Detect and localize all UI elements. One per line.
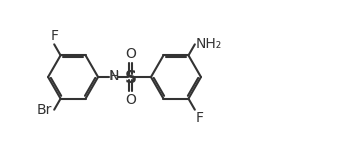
Text: F: F xyxy=(195,111,203,125)
Text: O: O xyxy=(125,47,136,61)
Text: N: N xyxy=(109,69,119,83)
Text: F: F xyxy=(50,29,58,43)
Text: NH₂: NH₂ xyxy=(195,37,222,51)
Text: S: S xyxy=(125,69,137,87)
Text: H: H xyxy=(110,70,119,83)
Text: Br: Br xyxy=(37,103,52,117)
Text: O: O xyxy=(125,93,136,107)
